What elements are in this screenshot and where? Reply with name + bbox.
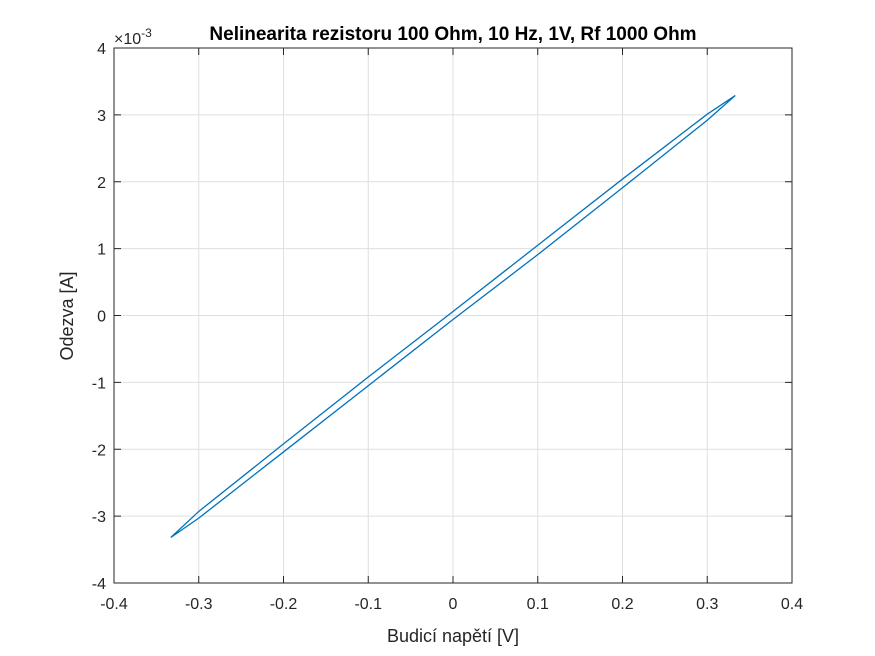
- y-tick-label: 3: [97, 108, 106, 125]
- y-tick-label: 0: [97, 309, 106, 326]
- x-tick-label: 0: [449, 596, 458, 613]
- x-tick-label: 0.2: [611, 596, 633, 613]
- x-tick-label: -0.3: [185, 596, 213, 613]
- y-axis-label: Odezva [A]: [57, 271, 77, 360]
- ticks: [113, 47, 793, 584]
- x-tick-label: 0.4: [781, 596, 803, 613]
- y-axis-exponent-power: -3: [141, 26, 152, 40]
- x-tick-label: 0.3: [696, 596, 718, 613]
- chart-title: Nelinearita rezistoru 100 Ohm, 10 Hz, 1V…: [209, 24, 696, 45]
- y-tick-label: -2: [92, 442, 106, 459]
- y-axis-exponent: ×10-3: [114, 26, 152, 48]
- y-tick-label: 2: [97, 175, 106, 192]
- grid: [114, 48, 792, 583]
- x-axis-label: Budicí napětí [V]: [387, 626, 519, 646]
- x-tick-label: 0.1: [527, 596, 549, 613]
- x-tick-label: -0.1: [354, 596, 382, 613]
- series-line: [170, 94, 736, 539]
- x-tick-label: -0.2: [270, 596, 298, 613]
- y-tick-label: -4: [92, 576, 106, 593]
- y-tick-labels: -4 -3 -2 -1 0 1 2 3 4: [92, 41, 106, 593]
- y-tick-label: 1: [97, 242, 106, 259]
- y-tick-label: 4: [97, 41, 106, 58]
- x-tick-labels: -0.4 -0.3 -0.2 -0.1 0 0.1 0.2 0.3 0.4: [100, 596, 803, 613]
- y-tick-label: -1: [92, 375, 106, 392]
- x-tick-label: -0.4: [100, 596, 128, 613]
- y-axis-exponent-base: ×10: [114, 31, 141, 48]
- y-tick-label: -3: [92, 509, 106, 526]
